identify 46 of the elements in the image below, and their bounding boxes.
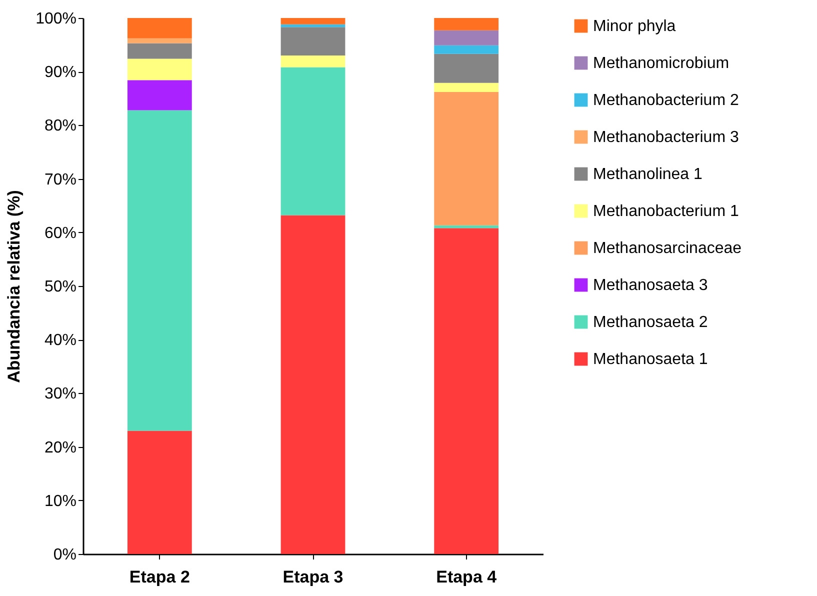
bar: [434, 225, 499, 228]
bar: [280, 27, 346, 56]
y-tick-label: 0%: [53, 546, 76, 564]
legend-label: Methanosaeta 1: [593, 351, 708, 368]
y-tick-label: 30%: [44, 386, 76, 403]
legend-label: Methanosaeta 2: [593, 314, 708, 331]
bar: [127, 80, 192, 110]
legend-label: Methanosarcinaceae: [593, 240, 742, 257]
bar: [127, 18, 192, 38]
y-tick-label: 70%: [44, 171, 76, 188]
bar: [434, 45, 499, 54]
bar: [127, 58, 192, 80]
bar: [127, 43, 192, 59]
x-tick-label: Etapa 3: [282, 568, 344, 586]
y-tick-label: 90%: [44, 64, 76, 82]
y-tick-label: 20%: [44, 439, 76, 456]
bar: [280, 18, 346, 24]
x-tick-label: Etapa 2: [129, 568, 190, 586]
legend-label: Methanomicrobium: [593, 55, 730, 72]
bar: [434, 82, 499, 92]
bar: [280, 56, 346, 68]
bar: [127, 430, 192, 554]
bar: [280, 215, 346, 554]
bar: [434, 30, 499, 46]
bar: [434, 92, 499, 226]
bar: [434, 18, 499, 30]
y-tick-label: 50%: [44, 278, 76, 296]
legend-label: Minor phyla: [593, 18, 676, 35]
bar: [434, 54, 499, 83]
y-tick-label: 100%: [36, 10, 76, 28]
legend-label: Methanobacterium 3: [593, 129, 739, 146]
y-tick-label: 80%: [44, 118, 76, 135]
bar: [127, 110, 192, 431]
legend-label: Methanobacterium 2: [593, 92, 739, 109]
y-tick-label: 60%: [44, 224, 76, 242]
legend-label: Methanolinea 1: [593, 166, 703, 183]
legend-label: Methanobacterium 1: [593, 203, 739, 220]
y-tick-label: 40%: [44, 332, 76, 350]
legend-label: Methanosaeta 3: [593, 277, 708, 294]
y-axis-title: Abundancia relativa (%): [4, 190, 24, 383]
y-tick-label: 10%: [44, 492, 76, 510]
bar: [127, 38, 192, 44]
bar: [280, 67, 346, 216]
x-tick-label: Etapa 4: [436, 568, 498, 586]
bar: [434, 228, 499, 554]
bar: [280, 24, 346, 28]
